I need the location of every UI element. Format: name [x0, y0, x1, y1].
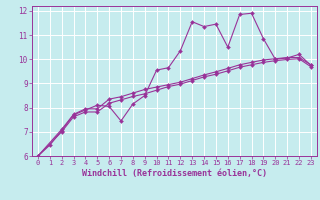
X-axis label: Windchill (Refroidissement éolien,°C): Windchill (Refroidissement éolien,°C)	[82, 169, 267, 178]
